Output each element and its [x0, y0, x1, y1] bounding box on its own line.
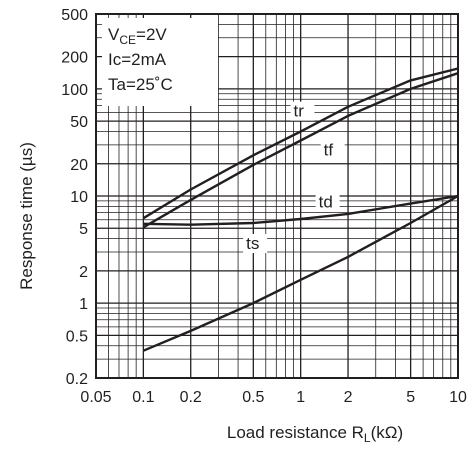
- y-tick-label: 10: [70, 189, 88, 206]
- series-line-tf: [142, 72, 459, 229]
- series-label-tr: tr: [293, 102, 304, 121]
- x-tick-label: 0.5: [242, 389, 264, 406]
- y-tick-label: 20: [70, 157, 88, 174]
- conditions-box: [102, 18, 218, 106]
- y-tick-label: 0.2: [66, 371, 88, 388]
- series-label-td: td: [319, 193, 333, 212]
- y-tick-label: 500: [61, 7, 88, 24]
- y-tick-label: 1: [79, 296, 88, 313]
- series-label-tf: tf: [324, 140, 334, 159]
- x-tick-label: 0.1: [132, 389, 154, 406]
- x-tick-labels: 0.05 0.1 0.2 0.5 1 2 5 10: [80, 389, 467, 406]
- series-label-bg-tr: [290, 101, 315, 121]
- series-label-ts: ts: [246, 234, 259, 253]
- x-tick-label: 0.2: [180, 389, 202, 406]
- condition-vce: VCE=2V: [108, 25, 167, 47]
- y-tick-label: 50: [70, 114, 88, 131]
- x-tick-label: 0.05: [80, 389, 111, 406]
- y-tick-labels: 0.2 0.5 1 2 5 10 20 50 100 200 500: [61, 7, 88, 388]
- y-tick-label: 5: [79, 221, 88, 238]
- y-tick-label: 200: [61, 50, 88, 67]
- x-tick-label: 1: [296, 389, 305, 406]
- condition-ta: Ta=25˚C: [108, 75, 173, 94]
- series-line-tr: [142, 67, 459, 220]
- series-label-bg-ts: [243, 234, 268, 254]
- x-tick-label: 5: [406, 389, 415, 406]
- x-tick-label: 10: [449, 389, 467, 406]
- series-label-bg-td: [315, 192, 340, 212]
- series-line-td: [143, 194, 459, 226]
- condition-ic: Ic=2mA: [108, 50, 167, 69]
- x-tick-label: 2: [344, 389, 353, 406]
- y-tick-label: 100: [61, 82, 88, 99]
- series-label-bg-tf: [320, 140, 345, 160]
- y-tick-label: 2: [79, 264, 88, 281]
- series-line-ts: [142, 194, 459, 352]
- series-layer: [142, 67, 459, 352]
- x-axis-label: Load resistance RL(kΩ): [227, 423, 403, 445]
- y-tick-label: 0.5: [66, 328, 88, 345]
- series-labels: tr tf td ts: [243, 101, 345, 254]
- y-axis-label: Response time (µs): [17, 142, 36, 290]
